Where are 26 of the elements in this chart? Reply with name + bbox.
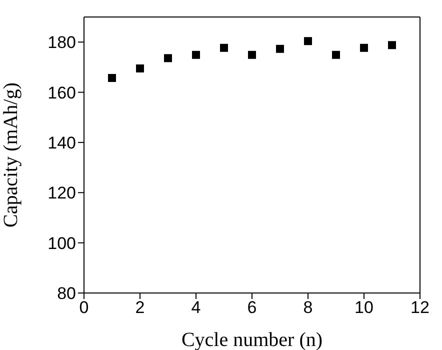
- y-tick-label: 180: [48, 33, 76, 52]
- point: [304, 37, 312, 46]
- point: [192, 50, 200, 59]
- point: [360, 44, 368, 52]
- y-tick-label: 80: [57, 284, 76, 304]
- y-tick-label: 100: [48, 234, 76, 253]
- x-tick-label: 10: [354, 298, 374, 318]
- y-tick-label: 160: [48, 83, 76, 102]
- point: [248, 50, 256, 59]
- y-axis-title: Capacity (mAh/g): [0, 82, 22, 228]
- x-tick-label: 2: [135, 298, 145, 318]
- point: [388, 41, 396, 50]
- point: [276, 44, 284, 53]
- x-tick-label: 0: [79, 298, 89, 318]
- y-tick-label: 120: [48, 184, 76, 203]
- point: [164, 54, 172, 62]
- x-tick-label: 4: [191, 298, 201, 318]
- point: [220, 44, 228, 52]
- x-tick-label: 6: [247, 298, 257, 318]
- x-tick-label: 12: [410, 298, 430, 318]
- point: [136, 64, 144, 72]
- x-tick-label: 8: [303, 298, 313, 318]
- point: [108, 74, 116, 82]
- x-axis-title: Cycle number (n): [181, 329, 323, 350]
- point: [332, 50, 340, 59]
- y-tick-label: 140: [48, 133, 76, 152]
